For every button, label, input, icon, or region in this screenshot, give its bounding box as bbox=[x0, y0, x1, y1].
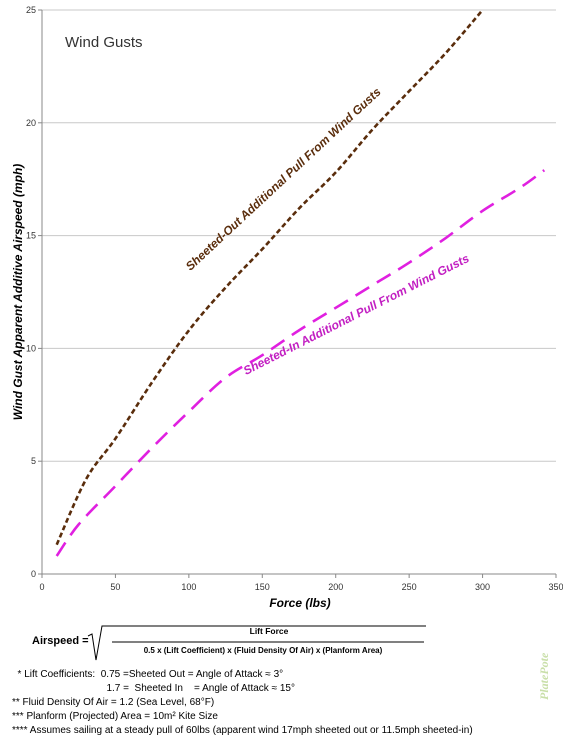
x-tick-label: 150 bbox=[255, 582, 270, 592]
x-tick-label: 350 bbox=[548, 582, 563, 592]
x-tick-label: 200 bbox=[328, 582, 343, 592]
radical-sign bbox=[87, 625, 426, 661]
wind-gusts-chart: 0 50 100 150 200 250 300 350 0 5 10 15 20 25 Wind Gu… bbox=[11, 5, 563, 610]
y-tick-label: 25 bbox=[26, 5, 36, 15]
series-lines bbox=[55, 9, 546, 557]
x-tick-label: 50 bbox=[110, 582, 120, 592]
y-axis-title: Wind Gust Apparent Additive Airspeed (mp… bbox=[11, 164, 25, 421]
y-tick-label: 15 bbox=[26, 231, 36, 241]
x-tick-label: 300 bbox=[475, 582, 490, 592]
chart-title: Wind Gusts bbox=[65, 34, 143, 51]
series-label-sheeted-in: Sheeted-In Additional Pull From Wind Gus… bbox=[241, 251, 472, 378]
y-tick-label: 10 bbox=[26, 343, 36, 353]
axes bbox=[38, 9, 557, 578]
y-tick-label: 0 bbox=[31, 569, 36, 579]
x-axis-title: Force (lbs) bbox=[269, 596, 330, 610]
formula-numerator: Lift Force bbox=[249, 626, 289, 636]
x-tick-label: 250 bbox=[402, 582, 417, 592]
watermark-logo: PlatePote bbox=[537, 652, 551, 700]
formula-denominator: 0.5 x (Lift Coefficient) x (Fluid Densit… bbox=[143, 646, 383, 655]
series-line-0 bbox=[55, 9, 484, 546]
series-line-1 bbox=[55, 169, 546, 557]
y-tick-label: 5 bbox=[31, 456, 36, 466]
note-fluid-density: ** Fluid Density Of Air = 1.2 (Sea Level… bbox=[12, 697, 215, 708]
y-tick-label: 20 bbox=[26, 118, 36, 128]
x-tick-label: 0 bbox=[39, 582, 44, 592]
y-tick-labels: 0 5 10 15 20 25 bbox=[26, 5, 36, 579]
note-planform-area: *** Planform (Projected) Area = 10m² Kit… bbox=[12, 711, 218, 722]
series-label-sheeted-out: Sheeted-Out Additional Pull From Wind Gu… bbox=[183, 85, 384, 274]
footnotes: * Lift Coefficients: 0.75 =Sheeted Out =… bbox=[12, 668, 557, 738]
x-tick-labels: 0 50 100 150 200 250 300 350 bbox=[39, 582, 563, 592]
x-tick-label: 100 bbox=[181, 582, 196, 592]
note-lift-coefficients-2: 1.7 = Sheeted In = Angle of Attack ≈ 15° bbox=[12, 683, 295, 694]
note-assumption: **** Assumes sailing at a steady pull of… bbox=[12, 725, 473, 736]
gridlines bbox=[42, 9, 556, 462]
airspeed-formula: Airspeed = Lift Force 0.5 x (Lift Coeffi… bbox=[28, 624, 428, 664]
formula-lhs: Airspeed = bbox=[32, 635, 89, 647]
note-lift-coefficients: * Lift Coefficients: 0.75 =Sheeted Out =… bbox=[12, 669, 284, 680]
